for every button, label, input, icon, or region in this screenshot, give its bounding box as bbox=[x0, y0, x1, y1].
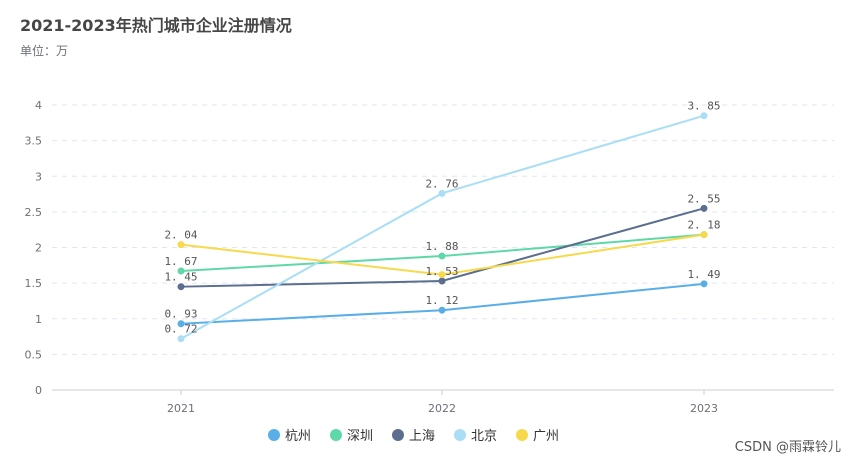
data-labels: 0. 93 1. 12 1. 49 1. 67 1. 88 1. 45 1. 53 2. 55… bbox=[164, 100, 720, 336]
legend-label: 上海 bbox=[409, 429, 435, 444]
legend-item[interactable]: 杭州 bbox=[268, 429, 311, 444]
data-label: 2. 04 bbox=[164, 229, 197, 242]
data-point[interactable] bbox=[177, 267, 185, 275]
legend-label: 北京 bbox=[471, 429, 497, 444]
legend-marker bbox=[268, 429, 280, 441]
data-label: 2. 76 bbox=[425, 177, 458, 190]
x-axis: 2021 2022 2023 bbox=[52, 389, 834, 415]
legend[interactable]: 杭州 深圳 上海 北京 广州 bbox=[268, 429, 559, 444]
y-tick-label: 3 bbox=[35, 170, 42, 183]
legend-marker bbox=[392, 429, 404, 441]
chart-title: 2021-2023年热门城市企业注册情况 bbox=[20, 16, 292, 35]
legend-label: 广州 bbox=[533, 429, 559, 444]
data-point[interactable] bbox=[700, 112, 708, 120]
legend-label: 深圳 bbox=[347, 429, 373, 444]
x-tick-label: 2022 bbox=[428, 402, 456, 415]
y-tick-label: 3.5 bbox=[25, 135, 43, 148]
legend-item[interactable]: 深圳 bbox=[330, 429, 373, 444]
data-point[interactable] bbox=[438, 271, 446, 279]
data-label: 1. 53 bbox=[425, 265, 458, 278]
y-axis: 0 0.5 1 1.5 2 2.5 3 3.5 4 bbox=[25, 99, 43, 397]
data-point[interactable] bbox=[700, 231, 708, 239]
legend-item[interactable]: 上海 bbox=[392, 429, 435, 444]
data-label: 1. 49 bbox=[687, 268, 720, 281]
data-label: 1. 12 bbox=[425, 294, 458, 307]
data-point[interactable] bbox=[438, 277, 446, 285]
x-tick-label: 2021 bbox=[167, 402, 195, 415]
chart-unit-label: 单位：万 bbox=[20, 44, 69, 58]
y-tick-label: 1.5 bbox=[25, 277, 43, 290]
y-tick-label: 0.5 bbox=[25, 348, 43, 361]
legend-item[interactable]: 广州 bbox=[516, 429, 559, 444]
data-label: 1. 67 bbox=[164, 255, 197, 268]
data-point[interactable] bbox=[438, 306, 446, 314]
data-label: 0. 72 bbox=[164, 323, 197, 336]
legend-marker bbox=[330, 429, 342, 441]
data-point[interactable] bbox=[700, 280, 708, 288]
data-point[interactable] bbox=[177, 241, 185, 249]
data-label: 0. 93 bbox=[164, 308, 197, 321]
data-point[interactable] bbox=[177, 320, 185, 328]
data-point[interactable] bbox=[177, 283, 185, 291]
data-label: 1. 88 bbox=[425, 240, 458, 253]
data-point[interactable] bbox=[700, 204, 708, 212]
legend-marker bbox=[516, 429, 528, 441]
legend-marker bbox=[454, 429, 466, 441]
legend-item[interactable]: 北京 bbox=[454, 429, 497, 444]
data-label: 3. 85 bbox=[687, 100, 720, 113]
data-point[interactable] bbox=[438, 252, 446, 260]
x-tick-label: 2023 bbox=[690, 402, 718, 415]
data-point[interactable] bbox=[438, 189, 446, 197]
y-tick-label: 4 bbox=[35, 99, 42, 112]
data-label: 2. 18 bbox=[687, 219, 720, 232]
y-tick-label: 0 bbox=[35, 384, 42, 397]
watermark: CSDN @雨霖铃儿 bbox=[734, 440, 841, 455]
y-tick-label: 2.5 bbox=[25, 206, 43, 219]
data-point[interactable] bbox=[177, 335, 185, 343]
data-label: 2. 55 bbox=[687, 192, 720, 205]
y-tick-label: 2 bbox=[35, 242, 42, 255]
data-label: 1. 45 bbox=[164, 271, 197, 284]
data-points bbox=[177, 112, 708, 343]
y-tick-label: 1 bbox=[35, 313, 42, 326]
legend-label: 杭州 bbox=[285, 429, 311, 444]
